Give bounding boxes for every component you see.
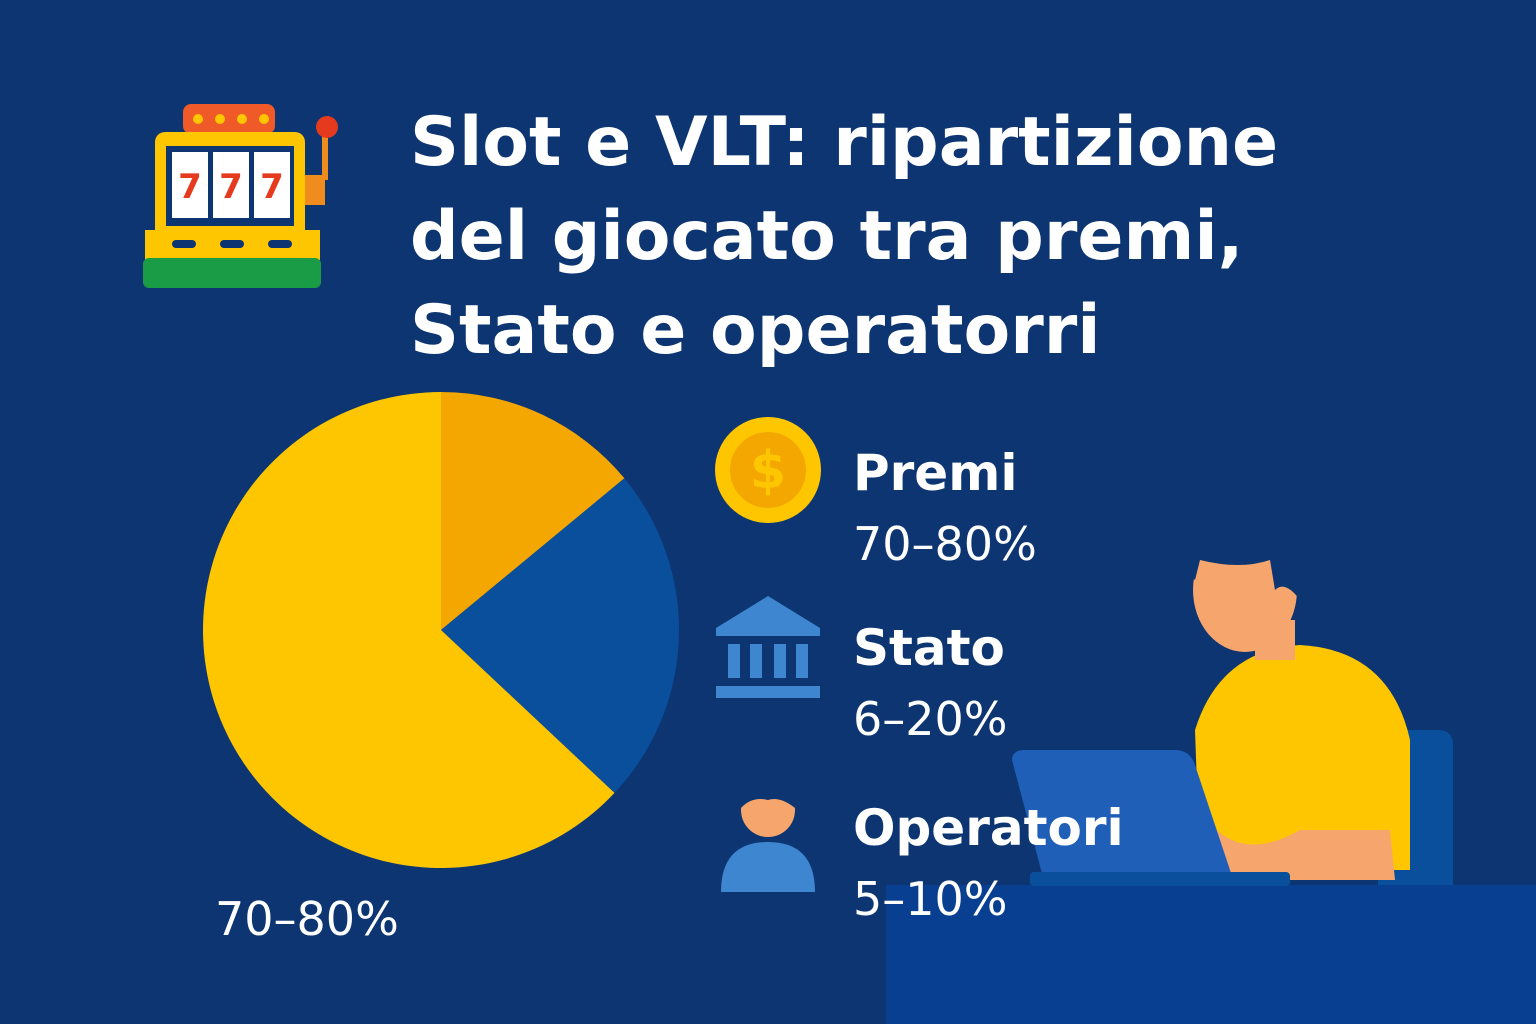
bank-icon [716, 596, 820, 698]
svg-text:7: 7 [178, 167, 202, 207]
slot-machine-icon: 7 7 7 [143, 104, 338, 288]
pie: 70–80% [203, 392, 679, 946]
slice-label: 70–80% [215, 892, 399, 946]
pie-slice [203, 392, 615, 868]
legend: Premi 70–80% Stato 6–20% Operatori 5–10% [853, 444, 1124, 926]
legend-range: 5–10% [853, 872, 1008, 926]
svg-text:7: 7 [260, 167, 284, 207]
coin-icon: $ [715, 417, 821, 523]
person-icon [721, 781, 815, 892]
svg-text:$: $ [750, 441, 786, 501]
legend-range: 6–20% [853, 692, 1008, 746]
title-line: Slot e VLT: ripartizione [410, 103, 1278, 182]
person-illustration [886, 514, 1536, 1024]
title-line: del giocato tra premi, [410, 197, 1244, 276]
legend-range: 70–80% [853, 517, 1037, 571]
legend-label: Premi [853, 444, 1017, 502]
pie-slice [441, 392, 625, 630]
legend-label: Stato [853, 619, 1005, 677]
svg-text:7: 7 [219, 167, 243, 207]
legend-label: Operatori [853, 799, 1124, 857]
title-line: Stato e operatorri [410, 291, 1101, 370]
pie-slice [441, 478, 679, 793]
title: Slot e VLT: ripartizione del giocato tra … [410, 103, 1278, 370]
